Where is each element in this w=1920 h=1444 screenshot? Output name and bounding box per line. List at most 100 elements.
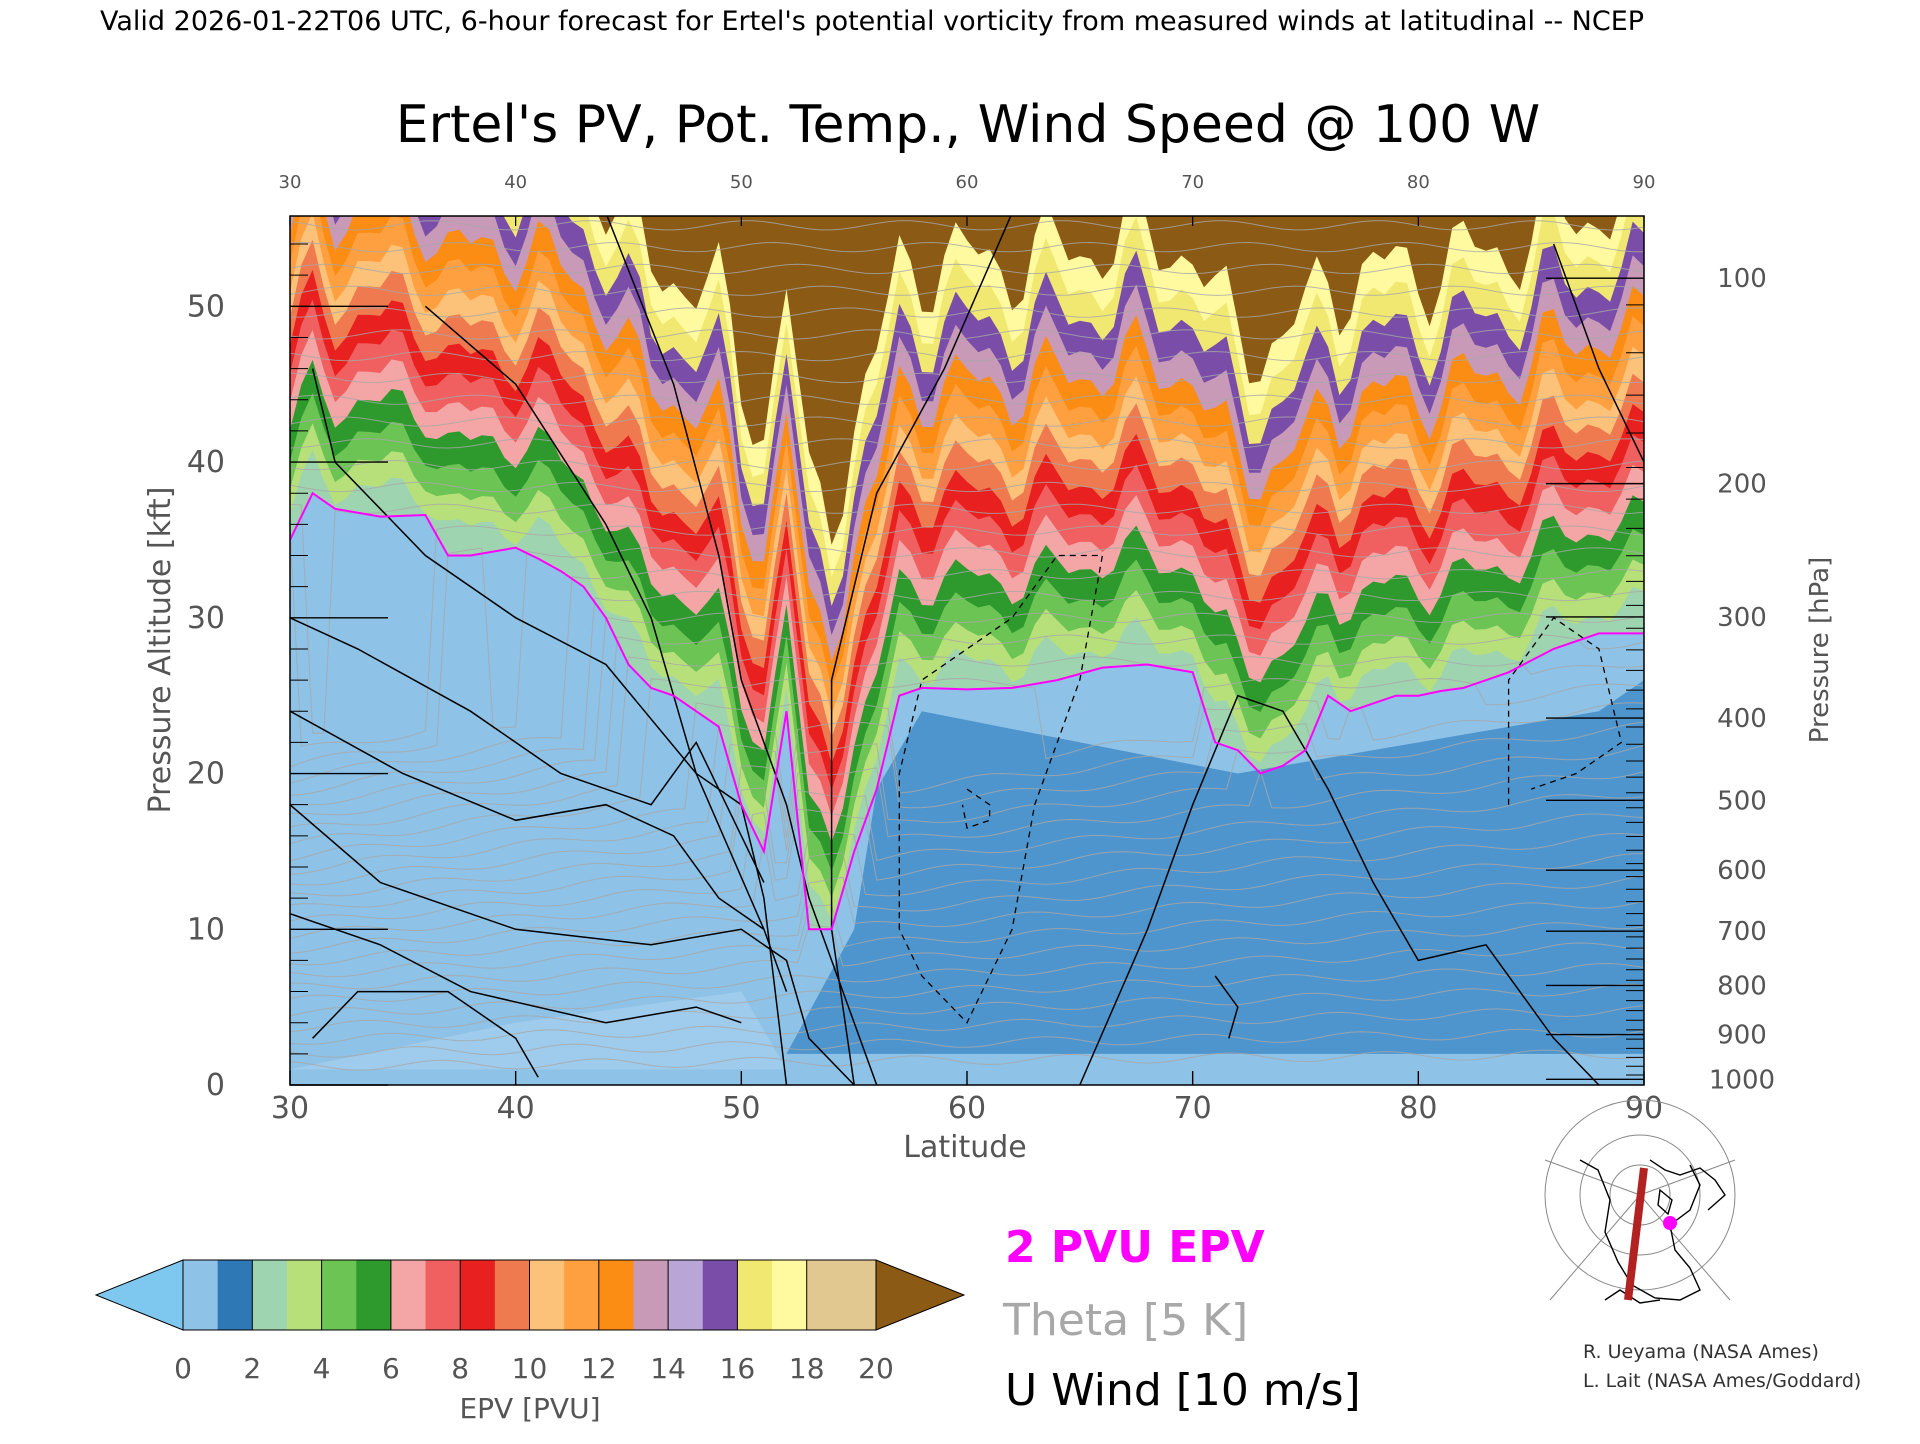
theta-line bbox=[290, 743, 1644, 886]
wind-contour bbox=[290, 912, 742, 1024]
theta-line bbox=[290, 677, 1644, 845]
theta-line bbox=[290, 808, 1644, 922]
y-tick-label-left: 10 bbox=[187, 912, 225, 947]
header-caption: Valid 2026-01-22T06 UTC, 6-hour forecast… bbox=[100, 6, 1644, 37]
pv-bands bbox=[290, 216, 1644, 1070]
wind-contour bbox=[606, 216, 878, 1085]
theta-line bbox=[290, 656, 1644, 828]
colorbar-tick-label: 2 bbox=[243, 1352, 261, 1385]
inset-map-coastlines bbox=[1579, 1159, 1726, 1304]
theta-line bbox=[290, 983, 1644, 1033]
y-tick-label-right: 400 bbox=[1717, 704, 1767, 734]
x-tick-label-top: 80 bbox=[1407, 172, 1430, 193]
y-tick-label-right: 1000 bbox=[1709, 1065, 1775, 1095]
y-axis-right: 100 200 300 400 500 600 700 800 900 1000 bbox=[1546, 264, 1775, 1095]
colorbar-bin bbox=[633, 1260, 669, 1330]
wind-contours bbox=[290, 216, 1644, 1085]
wind-contour bbox=[290, 617, 765, 883]
theta-line bbox=[290, 459, 1644, 471]
theta-line bbox=[290, 481, 1644, 493]
wind-contour bbox=[312, 990, 539, 1078]
x-axis: 30 40 50 60 70 80 90 bbox=[271, 1071, 1663, 1126]
colorbar-bin bbox=[737, 1260, 773, 1330]
y-tick-label-right: 800 bbox=[1717, 971, 1767, 1001]
y-tick-label-right: 100 bbox=[1717, 264, 1767, 294]
x-tick-label: 40 bbox=[497, 1091, 535, 1126]
colorbar-below-arrow bbox=[94, 1259, 184, 1331]
inset-map bbox=[1540, 1099, 1740, 1304]
x-tick-label: 90 bbox=[1625, 1091, 1663, 1126]
theta-line bbox=[290, 922, 1644, 990]
colorbar-tick-label: 14 bbox=[650, 1352, 686, 1385]
theta-line bbox=[290, 787, 1644, 908]
x-tick-label-top: 50 bbox=[730, 172, 753, 193]
x-tick-label-top: 60 bbox=[956, 172, 979, 193]
wind-contour bbox=[1214, 975, 1239, 1039]
colorbar-tick-label: 16 bbox=[720, 1352, 756, 1385]
y-tick-label-right: 500 bbox=[1717, 786, 1767, 816]
colorbar-bin bbox=[668, 1260, 704, 1330]
theta-line bbox=[290, 199, 1644, 208]
wind-contour bbox=[1079, 694, 1600, 1085]
colorbar-above-arrow bbox=[875, 1259, 966, 1331]
credit-line-2: L. Lait (NASA Ames/Goddard) bbox=[1583, 1370, 1861, 1392]
wind-contour bbox=[290, 710, 765, 930]
theta-line bbox=[290, 830, 1644, 939]
x-tick-label-top: 30 bbox=[279, 172, 302, 193]
x-tick-label: 60 bbox=[948, 1091, 986, 1126]
colorbar-bin bbox=[425, 1260, 461, 1330]
colorbar-bin bbox=[390, 1260, 427, 1330]
tropopause-2pvu-line bbox=[290, 491, 1644, 931]
wind-contour bbox=[290, 804, 855, 1085]
theta-line bbox=[290, 394, 1644, 405]
wind-contour bbox=[1552, 243, 1644, 463]
x-tick-label-top: 40 bbox=[504, 172, 527, 193]
theta-line bbox=[290, 1005, 1644, 1045]
theta-line bbox=[290, 307, 1644, 318]
theta-line bbox=[290, 699, 1644, 862]
colorbar-bin bbox=[772, 1260, 808, 1330]
theta-line bbox=[290, 547, 1644, 768]
plot-area bbox=[290, 199, 1644, 1085]
colorbar-bin bbox=[702, 1260, 738, 1330]
theta-line bbox=[290, 942, 1644, 1002]
wind-contour-negative bbox=[1507, 616, 1623, 805]
theta-line bbox=[290, 590, 1644, 796]
y-tick-label-right: 700 bbox=[1717, 917, 1767, 947]
colorbar-bin bbox=[564, 1260, 600, 1330]
theta-line bbox=[290, 1049, 1644, 1071]
x-tick-label: 50 bbox=[722, 1091, 760, 1126]
y-tick-label-left: 40 bbox=[187, 445, 225, 480]
colorbar-tick-label: 6 bbox=[382, 1352, 400, 1385]
colorbar-bin bbox=[529, 1260, 565, 1330]
theta-line bbox=[290, 416, 1644, 427]
theta-line bbox=[290, 765, 1644, 897]
colorbar-bin bbox=[494, 1260, 530, 1330]
theta-line bbox=[290, 263, 1644, 275]
credit-line-1: R. Ueyama (NASA Ames) bbox=[1583, 1341, 1819, 1363]
theta-line bbox=[290, 372, 1644, 384]
colorbar-bin bbox=[598, 1260, 634, 1330]
colorbar-bin bbox=[321, 1260, 357, 1330]
theta-line bbox=[290, 285, 1644, 296]
wind-contour bbox=[830, 216, 1012, 1085]
theta-line bbox=[290, 329, 1644, 340]
x-axis-top: 30 40 50 60 70 80 90 bbox=[279, 172, 1656, 226]
theta-line bbox=[290, 721, 1644, 875]
y-axis-label-left: Pressure Altitude [kft] bbox=[143, 487, 178, 814]
colorbar: 0 2 4 6 8 10 12 14 16 18 20 bbox=[94, 1259, 966, 1385]
colorbar-tick-label: 10 bbox=[512, 1352, 548, 1385]
chart-title: Ertel's PV, Pot. Temp., Wind Speed @ 100… bbox=[396, 95, 1540, 155]
x-tick-label-top: 90 bbox=[1633, 172, 1656, 193]
legend-theta: Theta [5 K] bbox=[1002, 1295, 1248, 1346]
wind-contour bbox=[311, 368, 788, 1085]
colorbar-bin bbox=[252, 1260, 288, 1330]
theta-line bbox=[290, 350, 1644, 362]
y-tick-label-right: 200 bbox=[1717, 470, 1767, 500]
colorbar-tick-label: 4 bbox=[313, 1352, 331, 1385]
theta-line bbox=[290, 438, 1644, 449]
theta-line bbox=[290, 1028, 1644, 1058]
theta-line bbox=[290, 503, 1644, 734]
legend-pv: 2 PVU EPV bbox=[1005, 1222, 1265, 1273]
